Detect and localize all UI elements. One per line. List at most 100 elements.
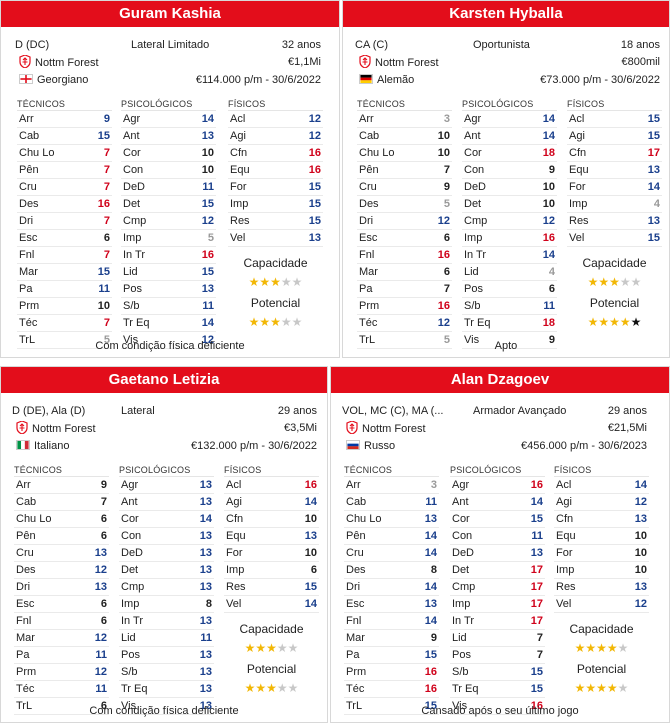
attribute-row[interactable]: In Tr 17 bbox=[450, 613, 545, 630]
club[interactable]: Nottm Forest bbox=[359, 55, 439, 71]
attribute-row[interactable]: Pên 14 bbox=[344, 528, 439, 545]
attribute-row[interactable]: Des 8 bbox=[344, 562, 439, 579]
player-name[interactable]: Alan Dzagoev bbox=[331, 367, 669, 393]
attribute-row[interactable]: Mar 15 bbox=[17, 264, 112, 281]
attribute-row[interactable]: Imp 16 bbox=[462, 230, 557, 247]
attribute-row[interactable]: Equ 16 bbox=[228, 162, 323, 179]
player-name[interactable]: Guram Kashia bbox=[1, 1, 339, 27]
attribute-row[interactable]: Prm 16 bbox=[357, 298, 452, 315]
attribute-row[interactable]: Agi 12 bbox=[554, 494, 649, 511]
attribute-row[interactable]: Lid 11 bbox=[119, 630, 214, 647]
attribute-row[interactable]: Con 11 bbox=[450, 528, 545, 545]
attribute-row[interactable]: DeD 13 bbox=[119, 545, 214, 562]
attribute-row[interactable]: Mar 6 bbox=[357, 264, 452, 281]
attribute-row[interactable]: Chu Lo 6 bbox=[14, 511, 109, 528]
attribute-row[interactable]: Tr Eq 15 bbox=[450, 681, 545, 698]
attribute-row[interactable]: Téc 11 bbox=[14, 681, 109, 698]
attribute-row[interactable]: S/b 11 bbox=[121, 298, 216, 315]
attribute-row[interactable]: Mar 9 bbox=[344, 630, 439, 647]
attribute-row[interactable]: Dri 14 bbox=[344, 579, 439, 596]
attribute-row[interactable]: Cmp 12 bbox=[121, 213, 216, 230]
attribute-row[interactable]: Agr 13 bbox=[119, 477, 214, 494]
attribute-row[interactable]: Pa 11 bbox=[14, 647, 109, 664]
attribute-row[interactable]: Acl 14 bbox=[554, 477, 649, 494]
attribute-row[interactable]: Cru 7 bbox=[17, 179, 112, 196]
attribute-row[interactable]: Cfn 16 bbox=[228, 145, 323, 162]
attribute-row[interactable]: Imp 8 bbox=[119, 596, 214, 613]
attribute-row[interactable]: Cru 9 bbox=[357, 179, 452, 196]
attribute-row[interactable]: Acl 16 bbox=[224, 477, 319, 494]
club[interactable]: Nottm Forest bbox=[16, 421, 96, 437]
club[interactable]: Nottm Forest bbox=[19, 55, 99, 71]
attribute-row[interactable]: Equ 13 bbox=[224, 528, 319, 545]
attribute-row[interactable]: TrL 6 bbox=[14, 698, 109, 715]
attribute-row[interactable]: Ant 14 bbox=[450, 494, 545, 511]
attribute-row[interactable]: Prm 10 bbox=[17, 298, 112, 315]
attribute-row[interactable]: Lid 7 bbox=[450, 630, 545, 647]
attribute-row[interactable]: S/b 11 bbox=[462, 298, 557, 315]
attribute-row[interactable]: Pên 7 bbox=[17, 162, 112, 179]
attribute-row[interactable]: Det 13 bbox=[119, 562, 214, 579]
attribute-row[interactable]: Pa 11 bbox=[17, 281, 112, 298]
attribute-row[interactable]: Agi 14 bbox=[224, 494, 319, 511]
attribute-row[interactable]: Pa 15 bbox=[344, 647, 439, 664]
attribute-row[interactable]: Con 10 bbox=[121, 162, 216, 179]
attribute-row[interactable]: Fnl 16 bbox=[357, 247, 452, 264]
attribute-row[interactable]: Mar 12 bbox=[14, 630, 109, 647]
attribute-row[interactable]: Cor 15 bbox=[450, 511, 545, 528]
attribute-row[interactable]: Cfn 17 bbox=[567, 145, 662, 162]
attribute-row[interactable]: Equ 13 bbox=[567, 162, 662, 179]
attribute-row[interactable]: Dri 13 bbox=[14, 579, 109, 596]
attribute-row[interactable]: Des 16 bbox=[17, 196, 112, 213]
attribute-row[interactable]: Agr 14 bbox=[462, 111, 557, 128]
attribute-row[interactable]: Lid 15 bbox=[121, 264, 216, 281]
attribute-row[interactable]: Arr 3 bbox=[357, 111, 452, 128]
attribute-row[interactable]: Res 15 bbox=[224, 579, 319, 596]
attribute-row[interactable]: Chu Lo 13 bbox=[344, 511, 439, 528]
attribute-row[interactable]: Vel 14 bbox=[224, 596, 319, 613]
attribute-row[interactable]: Con 13 bbox=[119, 528, 214, 545]
attribute-row[interactable]: Pos 6 bbox=[462, 281, 557, 298]
attribute-row[interactable]: Acl 15 bbox=[567, 111, 662, 128]
attribute-row[interactable]: Ant 13 bbox=[119, 494, 214, 511]
attribute-row[interactable]: In Tr 14 bbox=[462, 247, 557, 264]
attribute-row[interactable]: Esc 6 bbox=[357, 230, 452, 247]
club[interactable]: Nottm Forest bbox=[346, 421, 426, 437]
attribute-row[interactable]: TrL 5 bbox=[357, 332, 452, 349]
attribute-row[interactable]: For 14 bbox=[567, 179, 662, 196]
attribute-row[interactable]: Cor 18 bbox=[462, 145, 557, 162]
attribute-row[interactable]: Chu Lo 10 bbox=[357, 145, 452, 162]
attribute-row[interactable]: Cab 10 bbox=[357, 128, 452, 145]
attribute-row[interactable]: Imp 15 bbox=[228, 196, 323, 213]
attribute-row[interactable]: Ant 14 bbox=[462, 128, 557, 145]
attribute-row[interactable]: Vis 9 bbox=[462, 332, 557, 349]
attribute-row[interactable]: Pa 7 bbox=[357, 281, 452, 298]
player-card[interactable]: Gaetano Letizia D (DE), Ala (D) Lateral … bbox=[0, 366, 328, 723]
attribute-row[interactable]: Agi 12 bbox=[228, 128, 323, 145]
attribute-row[interactable]: Tr Eq 13 bbox=[119, 681, 214, 698]
attribute-row[interactable]: Cru 14 bbox=[344, 545, 439, 562]
attribute-row[interactable]: Cab 11 bbox=[344, 494, 439, 511]
attribute-row[interactable]: Arr 3 bbox=[344, 477, 439, 494]
player-card[interactable]: Alan Dzagoev VOL, MC (C), MA (... Armado… bbox=[330, 366, 670, 723]
attribute-row[interactable]: Con 9 bbox=[462, 162, 557, 179]
attribute-row[interactable]: Téc 12 bbox=[357, 315, 452, 332]
attribute-row[interactable]: Cmp 17 bbox=[450, 579, 545, 596]
attribute-row[interactable]: TrL 5 bbox=[17, 332, 112, 349]
attribute-row[interactable]: Vel 15 bbox=[567, 230, 662, 247]
attribute-row[interactable]: Téc 16 bbox=[344, 681, 439, 698]
attribute-row[interactable]: TrL 15 bbox=[344, 698, 439, 715]
attribute-row[interactable]: Res 15 bbox=[228, 213, 323, 230]
attribute-row[interactable]: Cfn 13 bbox=[554, 511, 649, 528]
attribute-row[interactable]: Arr 9 bbox=[17, 111, 112, 128]
attribute-row[interactable]: Pên 7 bbox=[357, 162, 452, 179]
attribute-row[interactable]: Agr 14 bbox=[121, 111, 216, 128]
attribute-row[interactable]: For 15 bbox=[228, 179, 323, 196]
attribute-row[interactable]: Pos 13 bbox=[121, 281, 216, 298]
player-card[interactable]: Guram Kashia D (DC) Lateral Limitado 32 … bbox=[0, 0, 340, 358]
player-name[interactable]: Karsten Hyballa bbox=[343, 1, 669, 27]
attribute-row[interactable]: Imp 5 bbox=[121, 230, 216, 247]
attribute-row[interactable]: Tr Eq 14 bbox=[121, 315, 216, 332]
attribute-row[interactable]: Det 17 bbox=[450, 562, 545, 579]
attribute-row[interactable]: Chu Lo 7 bbox=[17, 145, 112, 162]
